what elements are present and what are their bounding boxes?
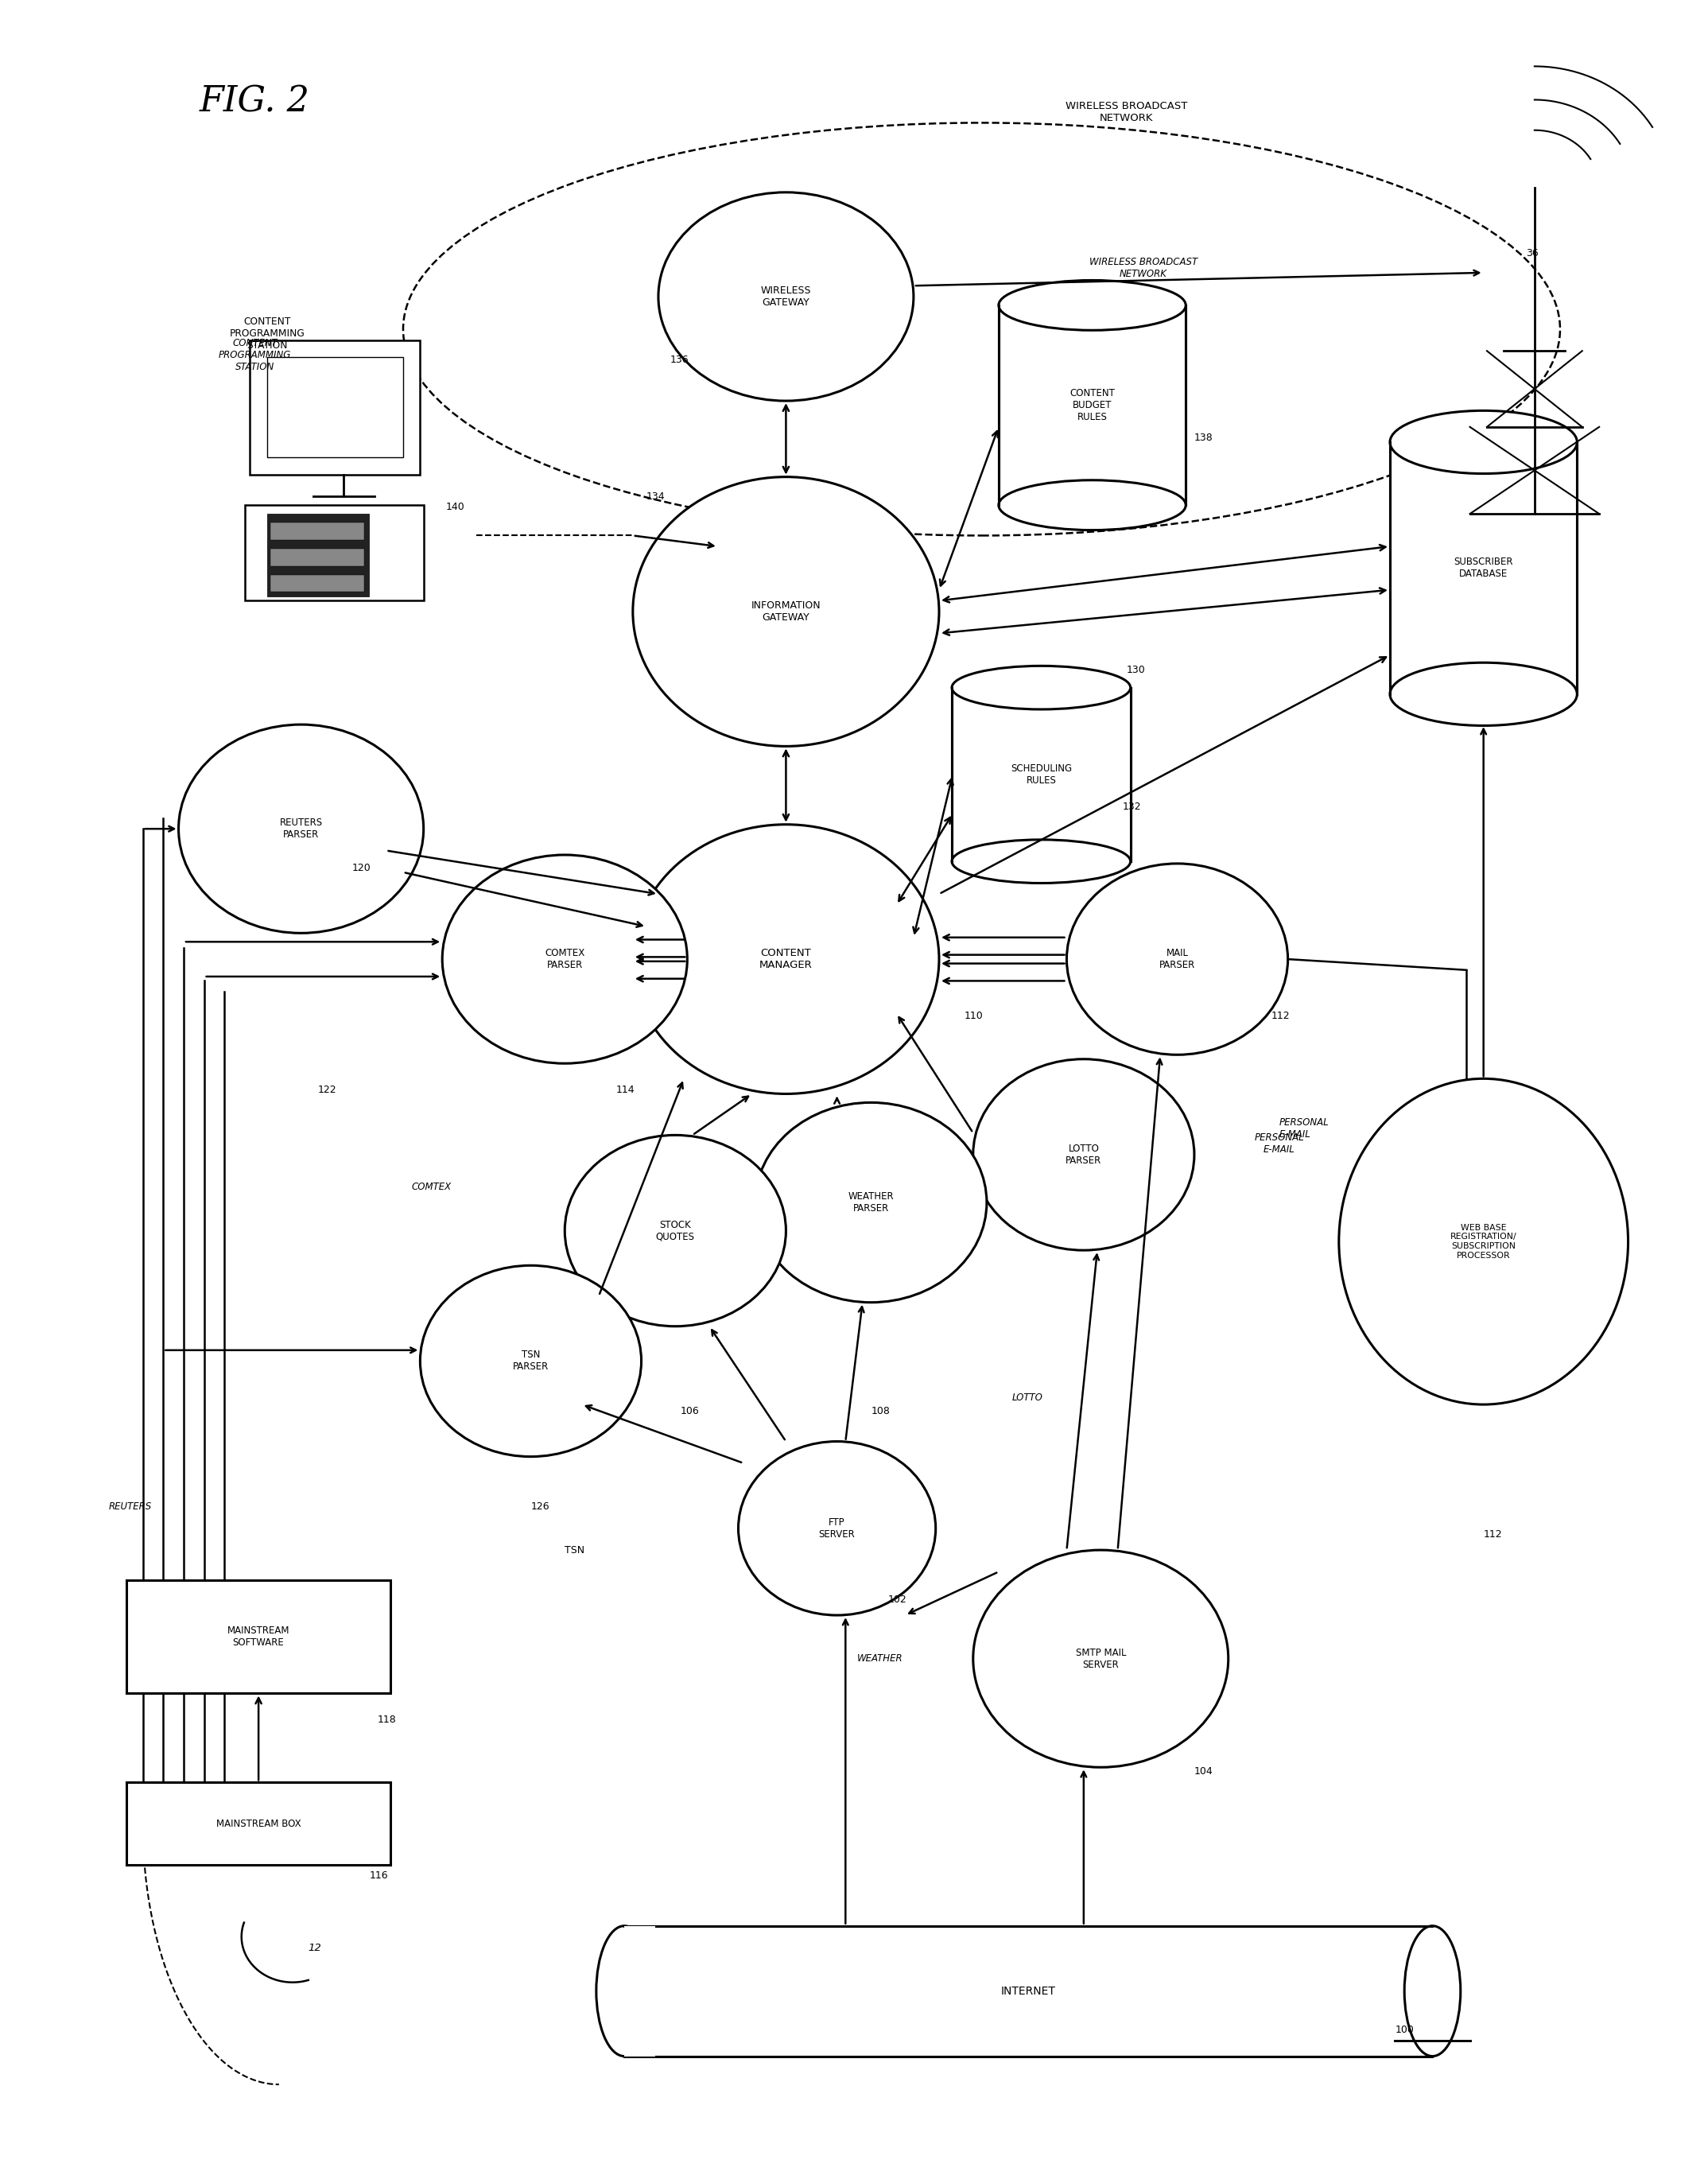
Text: WIRELESS BROADCAST
NETWORK: WIRELESS BROADCAST NETWORK xyxy=(1066,100,1187,122)
Ellipse shape xyxy=(442,854,687,1063)
Text: MAINSTREAM
SOFTWARE: MAINSTREAM SOFTWARE xyxy=(227,1626,290,1647)
Text: 120: 120 xyxy=(352,863,371,874)
Text: MAIL
PARSER: MAIL PARSER xyxy=(1160,948,1196,970)
Ellipse shape xyxy=(974,1059,1194,1251)
Text: STOCK
QUOTES: STOCK QUOTES xyxy=(656,1220,695,1242)
Text: PERSONAL
E-MAIL: PERSONAL E-MAIL xyxy=(1279,1118,1329,1140)
Text: 36: 36 xyxy=(1525,248,1539,259)
Ellipse shape xyxy=(179,726,424,933)
Text: SMTP MAIL
SERVER: SMTP MAIL SERVER xyxy=(1076,1647,1126,1669)
FancyBboxPatch shape xyxy=(244,506,424,601)
Text: COMTEX
PARSER: COMTEX PARSER xyxy=(545,948,584,970)
Text: 122: 122 xyxy=(318,1085,336,1094)
Text: WEATHER: WEATHER xyxy=(857,1654,904,1665)
FancyBboxPatch shape xyxy=(1390,442,1576,695)
Text: CONTENT
PROGRAMMING
STATION: CONTENT PROGRAMMING STATION xyxy=(229,316,304,351)
Text: FIG. 2: FIG. 2 xyxy=(198,85,309,120)
Ellipse shape xyxy=(596,1926,652,2057)
Ellipse shape xyxy=(999,281,1185,331)
Ellipse shape xyxy=(951,839,1131,882)
Text: 114: 114 xyxy=(617,1085,635,1094)
Text: 136: 136 xyxy=(670,355,688,364)
Text: 138: 138 xyxy=(1194,434,1213,442)
Text: 112: 112 xyxy=(1484,1530,1503,1541)
Text: 126: 126 xyxy=(531,1501,550,1512)
Text: COMTEX: COMTEX xyxy=(412,1181,451,1192)
Text: WEATHER
PARSER: WEATHER PARSER xyxy=(849,1192,893,1214)
Ellipse shape xyxy=(1404,1926,1460,2057)
FancyBboxPatch shape xyxy=(270,549,364,567)
Text: WIRELESS BROADCAST
NETWORK: WIRELESS BROADCAST NETWORK xyxy=(1090,257,1197,279)
Text: 116: 116 xyxy=(369,1872,388,1880)
Ellipse shape xyxy=(420,1266,640,1456)
Ellipse shape xyxy=(658,192,914,401)
FancyBboxPatch shape xyxy=(266,514,369,597)
FancyBboxPatch shape xyxy=(266,357,403,458)
Ellipse shape xyxy=(1390,410,1576,473)
Text: 130: 130 xyxy=(1126,665,1144,675)
Text: WEB BASE
REGISTRATION/
SUBSCRIPTION
PROCESSOR: WEB BASE REGISTRATION/ SUBSCRIPTION PROC… xyxy=(1450,1225,1517,1259)
Text: INFORMATION
GATEWAY: INFORMATION GATEWAY xyxy=(752,601,822,623)
Text: MAINSTREAM BOX: MAINSTREAM BOX xyxy=(217,1819,301,1828)
Text: TSN
PARSER: TSN PARSER xyxy=(512,1351,548,1373)
FancyBboxPatch shape xyxy=(1390,442,1576,695)
Text: PERSONAL
E-MAIL: PERSONAL E-MAIL xyxy=(1254,1133,1305,1155)
Ellipse shape xyxy=(755,1103,987,1303)
Text: CONTENT
MANAGER: CONTENT MANAGER xyxy=(760,948,813,970)
FancyBboxPatch shape xyxy=(270,523,364,540)
Text: FTP
SERVER: FTP SERVER xyxy=(818,1517,856,1538)
FancyBboxPatch shape xyxy=(999,305,1185,506)
Text: 140: 140 xyxy=(446,501,465,512)
Text: 134: 134 xyxy=(646,490,664,501)
Ellipse shape xyxy=(634,824,939,1094)
Ellipse shape xyxy=(565,1135,786,1327)
FancyBboxPatch shape xyxy=(951,689,1131,861)
Text: LOTTO: LOTTO xyxy=(1013,1392,1044,1403)
Ellipse shape xyxy=(999,479,1185,529)
FancyBboxPatch shape xyxy=(270,575,364,593)
FancyBboxPatch shape xyxy=(625,1926,1433,2057)
Text: 110: 110 xyxy=(965,1011,984,1020)
Text: CONTENT
BUDGET
RULES: CONTENT BUDGET RULES xyxy=(1069,388,1115,423)
Text: 118: 118 xyxy=(377,1715,396,1724)
Text: 12: 12 xyxy=(307,1941,321,1952)
Ellipse shape xyxy=(1339,1079,1628,1405)
Text: CONTENT
PROGRAMMING
STATION: CONTENT PROGRAMMING STATION xyxy=(219,338,292,373)
Text: TSN: TSN xyxy=(565,1545,584,1556)
Ellipse shape xyxy=(738,1442,936,1615)
Ellipse shape xyxy=(1068,863,1288,1055)
Text: REUTERS: REUTERS xyxy=(109,1501,152,1512)
Text: 112: 112 xyxy=(1271,1011,1290,1020)
Text: SUBSCRIBER
DATABASE: SUBSCRIBER DATABASE xyxy=(1454,558,1513,580)
Text: INTERNET: INTERNET xyxy=(1001,1985,1056,1996)
Ellipse shape xyxy=(951,667,1131,710)
FancyBboxPatch shape xyxy=(999,305,1185,506)
Text: 100: 100 xyxy=(1395,2024,1414,2035)
Ellipse shape xyxy=(1390,662,1576,726)
FancyBboxPatch shape xyxy=(625,1926,654,2057)
FancyBboxPatch shape xyxy=(951,689,1131,861)
Text: WIRELESS
GATEWAY: WIRELESS GATEWAY xyxy=(760,285,811,307)
Ellipse shape xyxy=(634,477,939,745)
Text: 102: 102 xyxy=(888,1595,907,1606)
Text: 104: 104 xyxy=(1194,1767,1213,1776)
Text: 132: 132 xyxy=(1122,802,1141,813)
Text: REUTERS
PARSER: REUTERS PARSER xyxy=(280,817,323,839)
Text: 108: 108 xyxy=(871,1405,890,1416)
Ellipse shape xyxy=(974,1549,1228,1767)
FancyBboxPatch shape xyxy=(126,1580,391,1693)
Text: SCHEDULING
RULES: SCHEDULING RULES xyxy=(1011,763,1073,787)
Text: 106: 106 xyxy=(680,1405,699,1416)
Text: LOTTO
PARSER: LOTTO PARSER xyxy=(1066,1144,1102,1166)
FancyBboxPatch shape xyxy=(126,1782,391,1865)
FancyBboxPatch shape xyxy=(249,340,420,475)
